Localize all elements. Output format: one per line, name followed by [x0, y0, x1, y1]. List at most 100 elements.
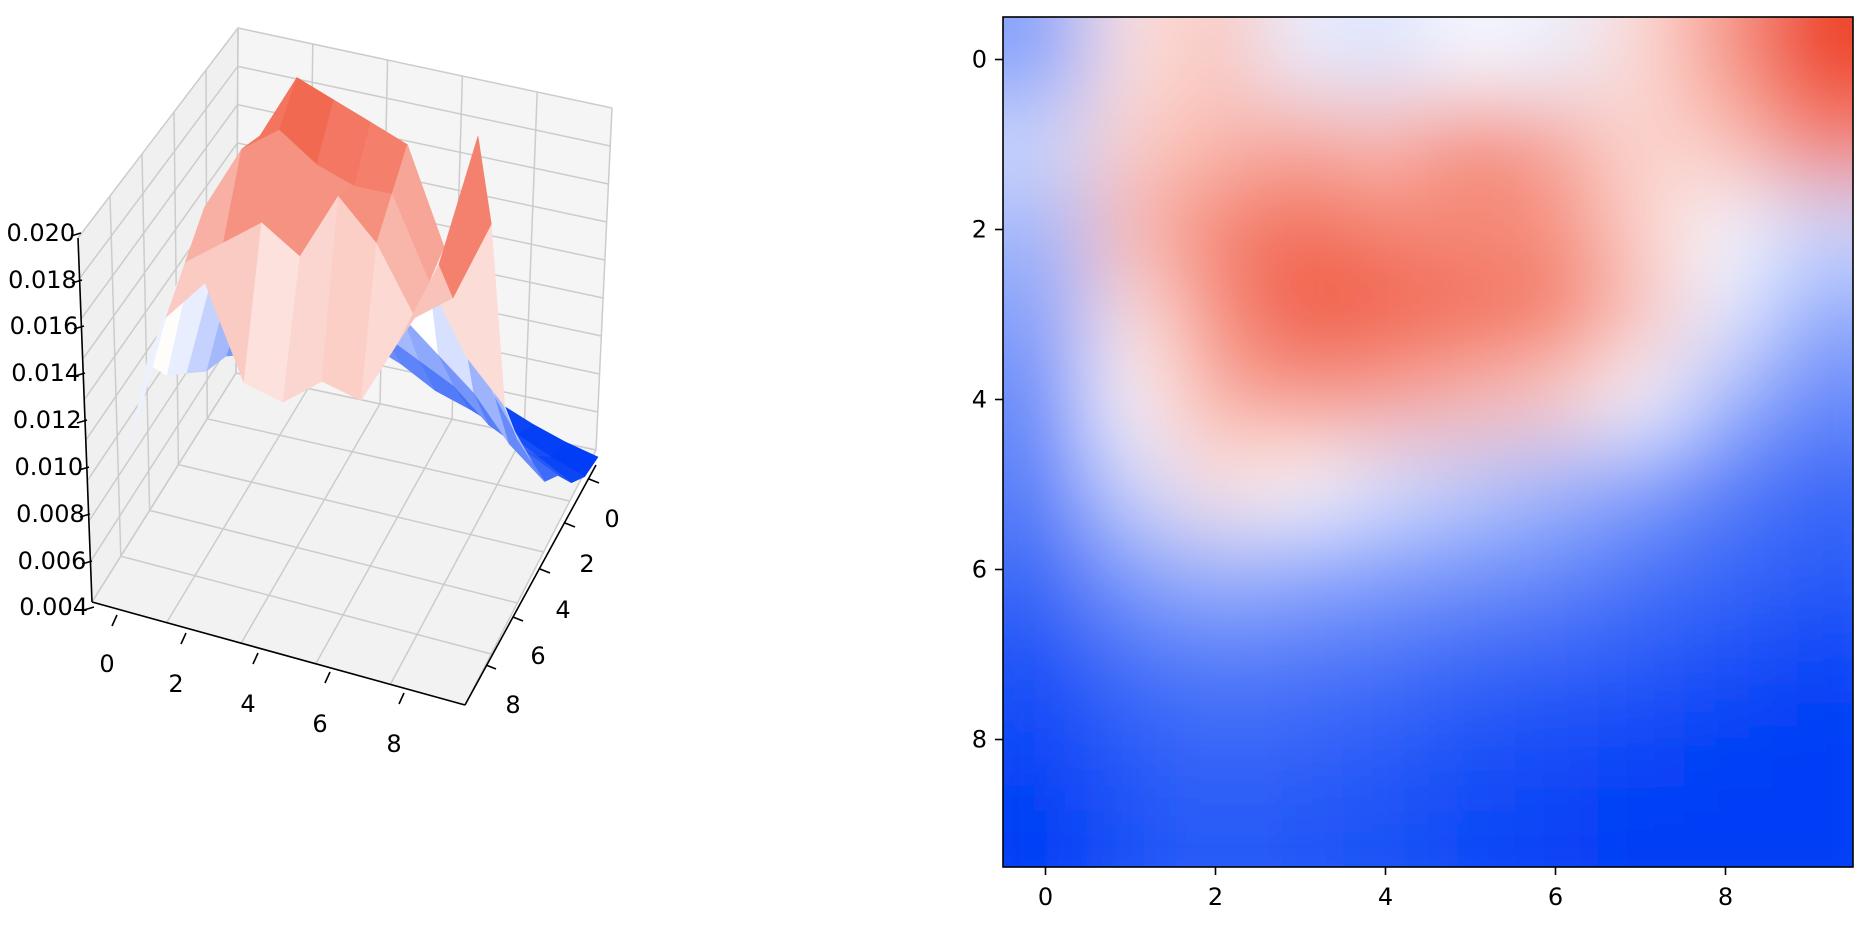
- heatmap-cell: [1513, 782, 1599, 867]
- heatmap-y-tick-label: 2: [972, 216, 987, 244]
- heatmap-cell: [1768, 17, 1853, 103]
- heatmap-cell: [1258, 442, 1344, 528]
- heatmap-cell: [1088, 612, 1174, 698]
- heatmap-cell: [1853, 442, 1872, 528]
- heatmap-axes: 0 2 4 6 8 0 2 4 6 8: [972, 46, 1733, 912]
- heatmap-cell: [1343, 782, 1429, 867]
- grid-line: [595, 107, 613, 451]
- heatmap-cell: [1598, 17, 1684, 103]
- heatmap-cell: [1088, 782, 1174, 867]
- grid-line: [149, 509, 518, 604]
- heatmap-cell: [1598, 612, 1684, 698]
- heatmap-cell: [1428, 697, 1514, 783]
- y-tick-mark: [539, 568, 551, 574]
- axes-3d: 0.004 0.006 0.008 0.010 0.012 0.014 0.016 0.018…: [6, 219, 619, 758]
- heatmap-cell: [1003, 187, 1089, 273]
- x-tick-label: 4: [240, 690, 255, 718]
- heatmap-cell: [1343, 17, 1429, 18]
- heatmap-cell: [1768, 867, 1854, 928]
- heatmap-cell: [1513, 442, 1599, 528]
- heatmap-cell: [1683, 527, 1769, 613]
- y-tick-label: 0: [604, 505, 619, 533]
- heatmap-cell: [1003, 102, 1004, 188]
- heatmap-cell: [1003, 272, 1089, 358]
- heatmap-x-tick-label: 4: [1378, 883, 1393, 911]
- heatmap-cell: [1003, 442, 1089, 528]
- heatmap-cell: [1598, 187, 1684, 273]
- heatmap-x-tick-label: 2: [1208, 883, 1223, 911]
- heatmap-cell: [1258, 272, 1344, 358]
- heatmap-cell: [1513, 697, 1599, 783]
- y-tick-label: 8: [505, 691, 520, 719]
- heatmap-cell: [1513, 17, 1599, 103]
- heatmap-cell: [1173, 357, 1259, 443]
- heatmap-cell: [1853, 357, 1872, 443]
- heatmap-x-tick-label: 6: [1548, 883, 1563, 911]
- z-tick-label: 0.012: [13, 406, 82, 434]
- heatmap-cell: [1003, 612, 1004, 698]
- heatmap-cell: [1598, 442, 1684, 528]
- heatmap-cell: [1003, 357, 1089, 443]
- heatmap-cell: [1173, 782, 1259, 867]
- z-tick-label: 0.006: [18, 547, 87, 575]
- heatmap-cell: [1088, 17, 1174, 103]
- surface-3d-chart: 0.004 0.006 0.008 0.010 0.012 0.014 0.016 0.018…: [6, 27, 620, 758]
- heatmap-x-tick-label: 8: [1718, 883, 1733, 911]
- z-tick-mark: [79, 513, 91, 518]
- heatmap-cell: [1258, 697, 1344, 783]
- grid-line: [207, 418, 570, 502]
- heatmap-cell: [1258, 612, 1344, 698]
- heatmap-cell: [1088, 272, 1174, 358]
- heatmap-cell: [1173, 272, 1259, 358]
- x-tick-mark: [252, 652, 259, 665]
- heatmap-cell: [1258, 17, 1344, 18]
- z-tick-label: 0.016: [10, 312, 79, 340]
- z-tick-label: 0.008: [16, 500, 85, 528]
- heatmap-cell: [1853, 272, 1872, 358]
- heatmap-cell: [1258, 867, 1344, 928]
- heatmap-cell: [1343, 17, 1429, 103]
- heatmap-cell: [1853, 187, 1872, 273]
- z-tick-mark: [73, 325, 85, 330]
- z-tick-label: 0.018: [8, 266, 77, 294]
- heatmap-cell: [1853, 17, 1872, 103]
- heatmap-cell: [1173, 187, 1259, 273]
- heatmap-cell: [1768, 527, 1853, 613]
- z-tick-mark: [74, 372, 86, 377]
- x-tick-mark: [180, 632, 187, 645]
- heatmap-cell: [1683, 697, 1769, 783]
- heatmap-cell: [1088, 697, 1174, 783]
- heatmap-cell: [1513, 187, 1599, 273]
- heatmap-cell: [1003, 17, 1089, 103]
- heatmap-cell: [1088, 187, 1174, 273]
- heatmap-cell: [1853, 102, 1872, 188]
- heatmap-cell: [1003, 527, 1089, 613]
- heatmap-cell: [1513, 527, 1599, 613]
- heatmap-cell: [1853, 782, 1872, 868]
- heatmap-cell: [1853, 867, 1872, 928]
- heatmap-cell: [1768, 442, 1853, 528]
- z-tick-label: 0.020: [6, 219, 75, 247]
- heatmap-cell: [1428, 187, 1514, 273]
- heatmap-cell: [1513, 17, 1599, 18]
- z-tick-label: 0.014: [11, 359, 80, 387]
- x-tick-mark: [398, 692, 405, 705]
- heatmap-cell: [1853, 527, 1872, 613]
- heatmap-cell: [1343, 357, 1429, 443]
- heatmap-cell: [1003, 17, 1004, 18]
- heatmap-y-tick-label: 4: [972, 386, 987, 414]
- heatmap-cell: [1088, 527, 1174, 613]
- heatmap-cell: [1343, 442, 1429, 528]
- heatmap-cell: [1173, 612, 1259, 698]
- y-tick-label: 2: [579, 550, 594, 578]
- heatmap-y-tick-label: 6: [972, 556, 987, 584]
- heatmap-cell: [1173, 102, 1259, 188]
- heatmap-cell: [1003, 187, 1004, 273]
- heatmap-cell: [1683, 357, 1769, 443]
- heatmap-cell: [1513, 612, 1599, 698]
- z-tick-mark: [81, 560, 93, 565]
- heatmap-cell: [1768, 782, 1853, 867]
- y-tick-label: 4: [555, 596, 570, 624]
- heatmap-cell: [1428, 357, 1514, 443]
